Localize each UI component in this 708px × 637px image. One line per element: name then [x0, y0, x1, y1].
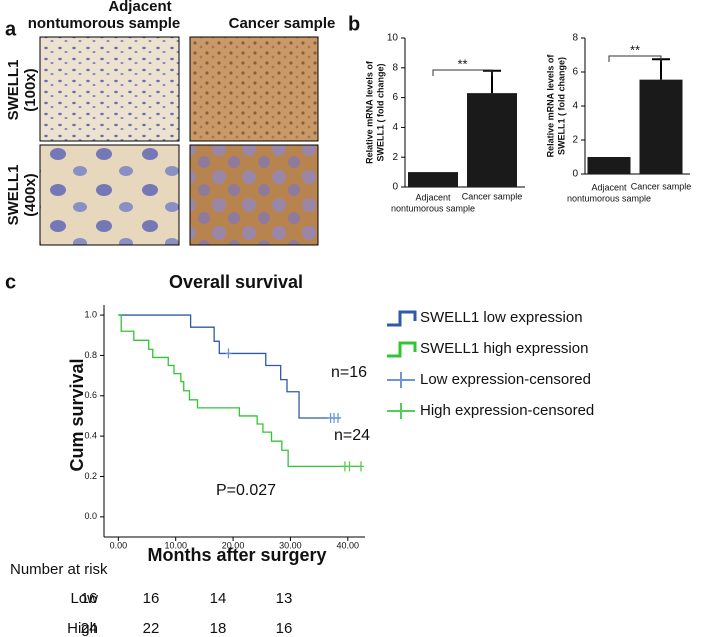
row-label: (100x): [22, 68, 39, 111]
x-tick-label: Adjacent nontumorous sample: [391, 193, 475, 214]
y-tick-label: 0.6: [84, 390, 97, 400]
censor-mark: [357, 461, 364, 472]
x-axis-label: Months after surgery: [147, 545, 326, 565]
legend-label: SWELL1 high expression: [420, 340, 588, 357]
x-tick-label: 20.00: [222, 540, 245, 550]
bar: [408, 172, 458, 187]
y-axis-label: Cum survival: [67, 358, 87, 471]
y-tick-label: 0.2: [84, 471, 97, 481]
legend-swatch: [387, 372, 415, 388]
risk-title: Number at risk: [10, 561, 108, 578]
x-tick-label: 10.00: [164, 540, 187, 550]
x-tick-label: 30.00: [279, 540, 302, 550]
bar: [639, 79, 683, 174]
row-label: SWELL1: [5, 60, 22, 121]
legend-swatch: [387, 403, 415, 419]
micro-image: [189, 36, 319, 142]
panel-label: c: [5, 271, 16, 293]
y-tick-label: 0.4: [84, 431, 97, 441]
significance-bracket: [608, 55, 662, 62]
legend-label: Low expression-censored: [420, 371, 591, 388]
x-tick-label: Cancer sample: [631, 181, 692, 191]
row-label: SWELL1: [5, 165, 22, 226]
annotation: n=16: [331, 364, 367, 381]
row-label: (400x): [22, 173, 39, 216]
risk-value: 16: [143, 590, 160, 607]
risk-value: 16: [276, 620, 293, 637]
legend-swatch: [387, 310, 417, 327]
risk-value: 14: [210, 590, 227, 607]
risk-value: 22: [143, 620, 160, 637]
y-tick-label: 8: [572, 33, 578, 44]
survival-curve: [118, 314, 363, 468]
column-header: Adjacent: [108, 0, 171, 15]
column-header: nontumorous sample: [28, 15, 181, 32]
bar: [467, 93, 517, 187]
panel-label: b: [348, 13, 360, 35]
column-header: Cancer sample: [229, 15, 336, 32]
chart-title: Overall survival: [169, 272, 303, 292]
y-axis-label: Relative mRNA levels ofSWELL1 ( fold cha…: [365, 60, 386, 164]
risk-value: 13: [276, 590, 293, 607]
x-tick-label: 40.00: [337, 540, 360, 550]
annotation: n=24: [334, 427, 370, 444]
micro-image: [39, 36, 180, 142]
y-tick-label: 0.0: [84, 511, 97, 521]
risk-value: 16: [81, 590, 98, 607]
significance: **: [457, 56, 467, 71]
risk-value: 18: [210, 620, 227, 637]
censor-mark: [225, 348, 232, 359]
censor-mark: [335, 412, 342, 423]
risk-row-label: High: [67, 620, 98, 637]
legend-swatch: [387, 341, 417, 358]
y-tick-label: 0: [572, 169, 578, 180]
survival-curve: [118, 314, 341, 419]
censor-mark: [346, 461, 353, 472]
y-tick-label: 6: [572, 67, 578, 78]
x-tick-label: Adjacent nontumorous sample: [567, 183, 651, 204]
y-axis-label: Relative mRNA levels ofSWELL1 ( fold cha…: [546, 54, 567, 158]
micro-image: [189, 144, 319, 246]
micro-image: [39, 144, 180, 246]
x-tick-label: Cancer sample: [462, 191, 523, 201]
y-tick-label: 4: [572, 101, 578, 112]
y-tick-label: 4: [392, 122, 398, 133]
y-tick-label: 2: [572, 135, 578, 146]
legend-label: High expression-censored: [420, 402, 594, 419]
y-tick-label: 2: [392, 152, 398, 163]
x-tick-label: 0.00: [110, 540, 128, 550]
significance-bracket: [432, 69, 493, 76]
risk-value: 24: [81, 620, 98, 637]
y-tick-label: 1.0: [84, 309, 97, 319]
panel-a: [39, 36, 319, 246]
y-tick-label: 6: [392, 92, 398, 103]
y-tick-label: 0.8: [84, 350, 97, 360]
y-tick-label: 0: [392, 182, 398, 193]
significance: **: [630, 42, 640, 57]
y-tick-label: 10: [387, 33, 399, 44]
bar: [587, 157, 631, 174]
annotation: P=0.027: [216, 482, 276, 499]
panel-label: a: [5, 18, 17, 40]
legend-label: SWELL1 low expression: [420, 309, 583, 326]
error-bar: [652, 58, 670, 80]
y-tick-label: 8: [392, 62, 398, 73]
risk-row-label: Low: [70, 590, 98, 607]
